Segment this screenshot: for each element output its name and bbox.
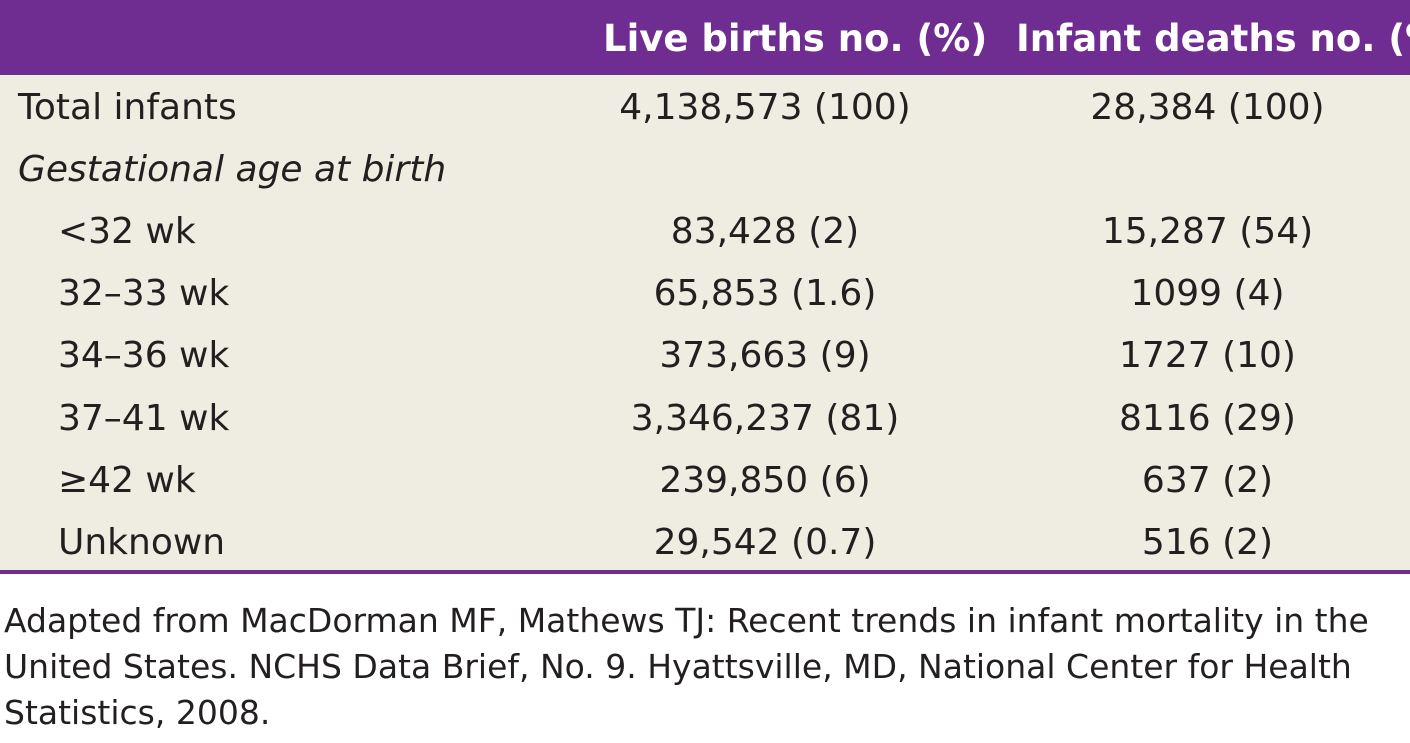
row-label: Unknown [58, 522, 226, 563]
live-births-cell: 83,428 (2) [670, 211, 860, 252]
live-births-cell: 29,542 (0.7) [653, 522, 877, 563]
section-row: Gestational age at birth [0, 139, 1410, 201]
infant-deaths-cell: 1099 (4) [1130, 273, 1285, 314]
table-row: 34–36 wk 373,663 (9) 1727 (10) [0, 325, 1410, 387]
row-label: ≥42 wk [58, 460, 196, 501]
row-label: Total infants [18, 87, 237, 128]
table-row: Total infants 4,138,573 (100) 28,384 (10… [0, 77, 1410, 139]
table-row: <32 wk 83,428 (2) 15,287 (54) [0, 201, 1410, 263]
live-births-cell: 239,850 (6) [659, 460, 871, 501]
section-label: Gestational age at birth [18, 149, 447, 190]
live-births-cell: 3,346,237 (81) [630, 398, 900, 439]
header-infant-deaths: Infant deaths no. (%) [1016, 17, 1410, 60]
table-header-row: Live births no. (%) Infant deaths no. (%… [0, 0, 1410, 75]
row-label: <32 wk [58, 211, 196, 252]
live-births-cell: 373,663 (9) [659, 335, 871, 376]
source-footnote: Adapted from MacDorman MF, Mathews TJ: R… [4, 601, 1369, 732]
live-births-cell: 65,853 (1.6) [653, 273, 877, 314]
table-row: ≥42 wk 239,850 (6) 637 (2) [0, 450, 1410, 512]
infant-deaths-cell: 15,287 (54) [1101, 211, 1314, 252]
table-row: 32–33 wk 65,853 (1.6) 1099 (4) [0, 263, 1410, 325]
table-row: 37–41 wk 3,346,237 (81) 8116 (29) [0, 388, 1410, 450]
infant-deaths-cell: 516 (2) [1141, 522, 1274, 563]
header-live-births: Live births no. (%) [603, 17, 988, 60]
row-label: 34–36 wk [58, 335, 230, 376]
infant-deaths-cell: 8116 (29) [1119, 398, 1296, 439]
row-label: 32–33 wk [58, 273, 230, 314]
infant-deaths-cell: 1727 (10) [1119, 335, 1296, 376]
live-births-cell: 4,138,573 (100) [619, 87, 911, 128]
table-row: Unknown 29,542 (0.7) 516 (2) [0, 512, 1410, 574]
infant-deaths-cell: 28,384 (100) [1090, 87, 1325, 128]
infant-deaths-cell: 637 (2) [1141, 460, 1274, 501]
data-table: Live births no. (%) Infant deaths no. (%… [0, 0, 1410, 574]
row-label: 37–41 wk [58, 398, 230, 439]
